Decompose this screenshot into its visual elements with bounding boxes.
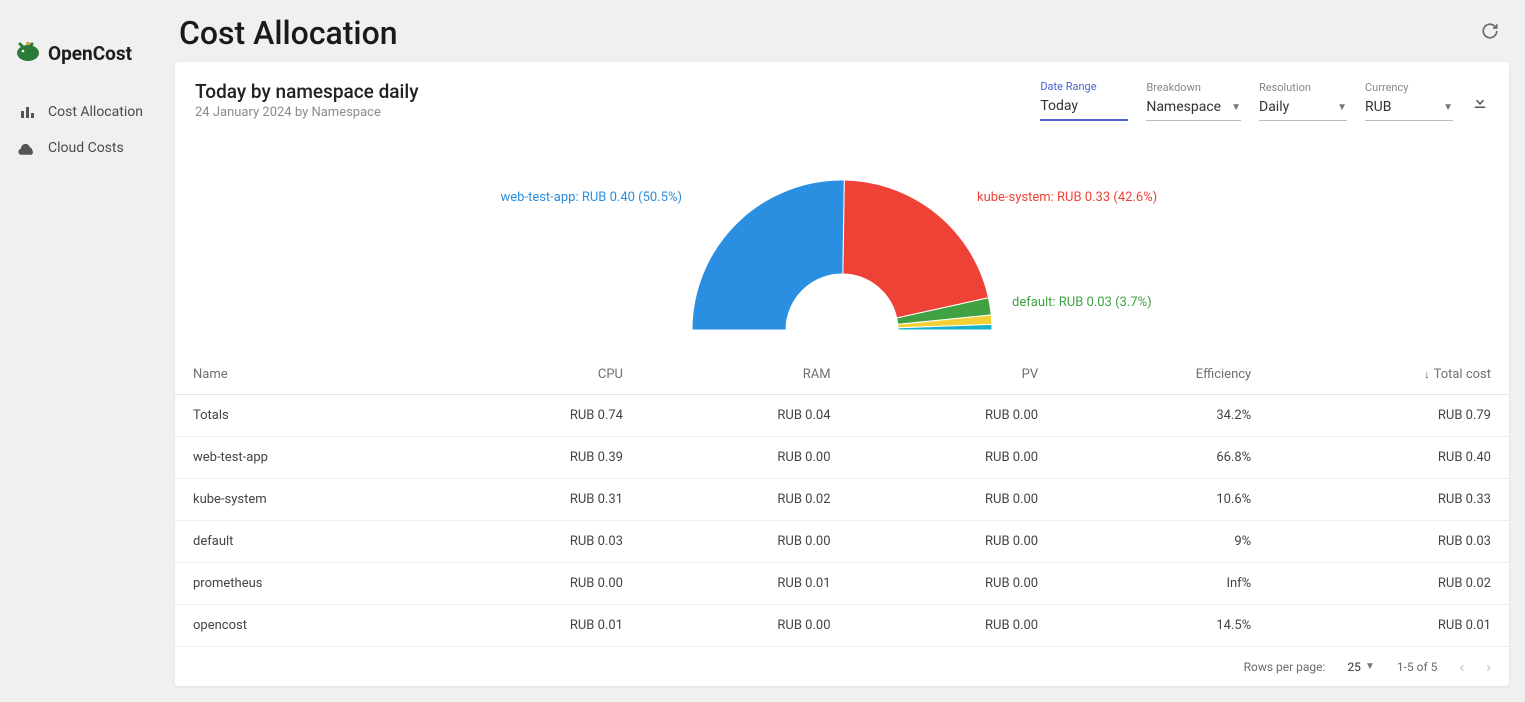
table-cell: default [175, 521, 433, 563]
chevron-down-icon: ▼ [1365, 661, 1375, 672]
control-label: Breakdown [1146, 81, 1241, 94]
chart-slice-label: web-test-app: RUB 0.40 (50.5%) [501, 190, 682, 205]
table-cell: RUB 0.01 [641, 563, 849, 605]
table-row[interactable]: TotalsRUB 0.74RUB 0.04RUB 0.0034.2%RUB 0… [175, 395, 1509, 437]
chevron-down-icon: ▼ [1337, 102, 1347, 113]
nav: Cost Allocation Cloud Costs [14, 94, 175, 166]
sidebar-item-cost-allocation[interactable]: Cost Allocation [14, 94, 175, 130]
allocation-card: Today by namespace daily 24 January 2024… [175, 62, 1509, 686]
table-cell: RUB 0.00 [849, 605, 1057, 647]
chevron-down-icon: ▼ [1231, 102, 1241, 113]
download-button[interactable] [1471, 93, 1489, 121]
table-cell: RUB 0.33 [1269, 479, 1509, 521]
column-header[interactable]: Name [175, 355, 433, 395]
table-cell: 14.5% [1056, 605, 1269, 647]
card-subtitle: 24 January 2024 by Namespace [195, 105, 419, 120]
table-cell: RUB 0.31 [433, 479, 641, 521]
main: Cost Allocation Today by namespace daily… [175, 0, 1525, 702]
page-title: Cost Allocation [179, 14, 398, 52]
table-cell: 66.8% [1056, 437, 1269, 479]
table-cell: RUB 0.01 [433, 605, 641, 647]
control-label: Currency [1365, 81, 1453, 94]
chart-slice-label: default: RUB 0.03 (3.7%) [1012, 295, 1152, 310]
table-cell: 34.2% [1056, 395, 1269, 437]
table-cell: RUB 0.00 [849, 395, 1057, 437]
pig-icon [14, 40, 42, 66]
table-cell: Totals [175, 395, 433, 437]
allocation-table: NameCPURAMPVEfficiency↓Total cost Totals… [175, 355, 1509, 647]
nav-label: Cloud Costs [48, 140, 124, 156]
control-label: Date Range [1040, 80, 1128, 93]
date-range-control[interactable]: Date Range Today [1040, 80, 1128, 121]
rows-per-page-label: Rows per page: [1244, 660, 1326, 674]
resolution-control[interactable]: Resolution Daily▼ [1259, 81, 1347, 121]
table-cell: RUB 0.03 [1269, 521, 1509, 563]
table-cell: RUB 0.00 [433, 563, 641, 605]
prev-page-button[interactable]: ‹ [1459, 657, 1464, 676]
table-cell: RUB 0.00 [849, 437, 1057, 479]
rows-per-page-select[interactable]: 25 ▼ [1347, 660, 1374, 674]
table-cell: RUB 0.01 [1269, 605, 1509, 647]
table-cell: RUB 0.00 [849, 563, 1057, 605]
sidebar: OpenCost Cost Allocation Cloud Costs [0, 0, 175, 702]
table-cell: RUB 0.02 [641, 479, 849, 521]
table-row[interactable]: web-test-appRUB 0.39RUB 0.00RUB 0.0066.8… [175, 437, 1509, 479]
table-cell: RUB 0.03 [433, 521, 641, 563]
table-cell: RUB 0.40 [1269, 437, 1509, 479]
table-cell: RUB 0.74 [433, 395, 641, 437]
table-cell: opencost [175, 605, 433, 647]
table-cell: Inf% [1056, 563, 1269, 605]
table-cell: RUB 0.02 [1269, 563, 1509, 605]
table-cell: RUB 0.00 [849, 521, 1057, 563]
table-cell: RUB 0.04 [641, 395, 849, 437]
brand-text: OpenCost [48, 42, 132, 65]
nav-label: Cost Allocation [48, 104, 143, 120]
table-row[interactable]: defaultRUB 0.03RUB 0.00RUB 0.009%RUB 0.0… [175, 521, 1509, 563]
refresh-button[interactable] [1481, 22, 1499, 44]
table-row[interactable]: opencostRUB 0.01RUB 0.00RUB 0.0014.5%RUB… [175, 605, 1509, 647]
cloud-icon [18, 141, 36, 155]
column-header[interactable]: PV [849, 355, 1057, 395]
table-cell: web-test-app [175, 437, 433, 479]
table-cell: RUB 0.39 [433, 437, 641, 479]
chart-slice-label: kube-system: RUB 0.33 (42.6%) [977, 190, 1157, 205]
control-label: Resolution [1259, 81, 1347, 94]
column-header[interactable]: RAM [641, 355, 849, 395]
controls: Date Range Today Breakdown Namespace▼ Re… [1040, 80, 1489, 121]
column-header[interactable]: Efficiency [1056, 355, 1269, 395]
table-cell: kube-system [175, 479, 433, 521]
table-footer: Rows per page: 25 ▼ 1-5 of 5 ‹ › [175, 647, 1509, 686]
currency-control[interactable]: Currency RUB▼ [1365, 81, 1453, 121]
table-row[interactable]: prometheusRUB 0.00RUB 0.01RUB 0.00Inf%RU… [175, 563, 1509, 605]
table-cell: 10.6% [1056, 479, 1269, 521]
column-header[interactable]: ↓Total cost [1269, 355, 1509, 395]
next-page-button[interactable]: › [1486, 657, 1491, 676]
brand-logo: OpenCost [14, 40, 175, 66]
table-cell: RUB 0.00 [641, 437, 849, 479]
sidebar-item-cloud-costs[interactable]: Cloud Costs [14, 130, 175, 166]
breakdown-control[interactable]: Breakdown Namespace▼ [1146, 81, 1241, 121]
sort-arrow-icon: ↓ [1424, 368, 1430, 381]
table-row[interactable]: kube-systemRUB 0.31RUB 0.02RUB 0.0010.6%… [175, 479, 1509, 521]
card-title: Today by namespace daily [195, 80, 419, 103]
table-cell: RUB 0.00 [849, 479, 1057, 521]
table-cell: RUB 0.79 [1269, 395, 1509, 437]
column-header[interactable]: CPU [433, 355, 641, 395]
table-cell: prometheus [175, 563, 433, 605]
table-cell: RUB 0.00 [641, 521, 849, 563]
bar-icon [18, 104, 36, 120]
chevron-down-icon: ▼ [1443, 102, 1453, 113]
pagination-range: 1-5 of 5 [1397, 660, 1438, 674]
table-cell: RUB 0.00 [641, 605, 849, 647]
allocation-chart: web-test-app: RUB 0.40 (50.5%) kube-syste… [175, 135, 1509, 355]
table-cell: 9% [1056, 521, 1269, 563]
